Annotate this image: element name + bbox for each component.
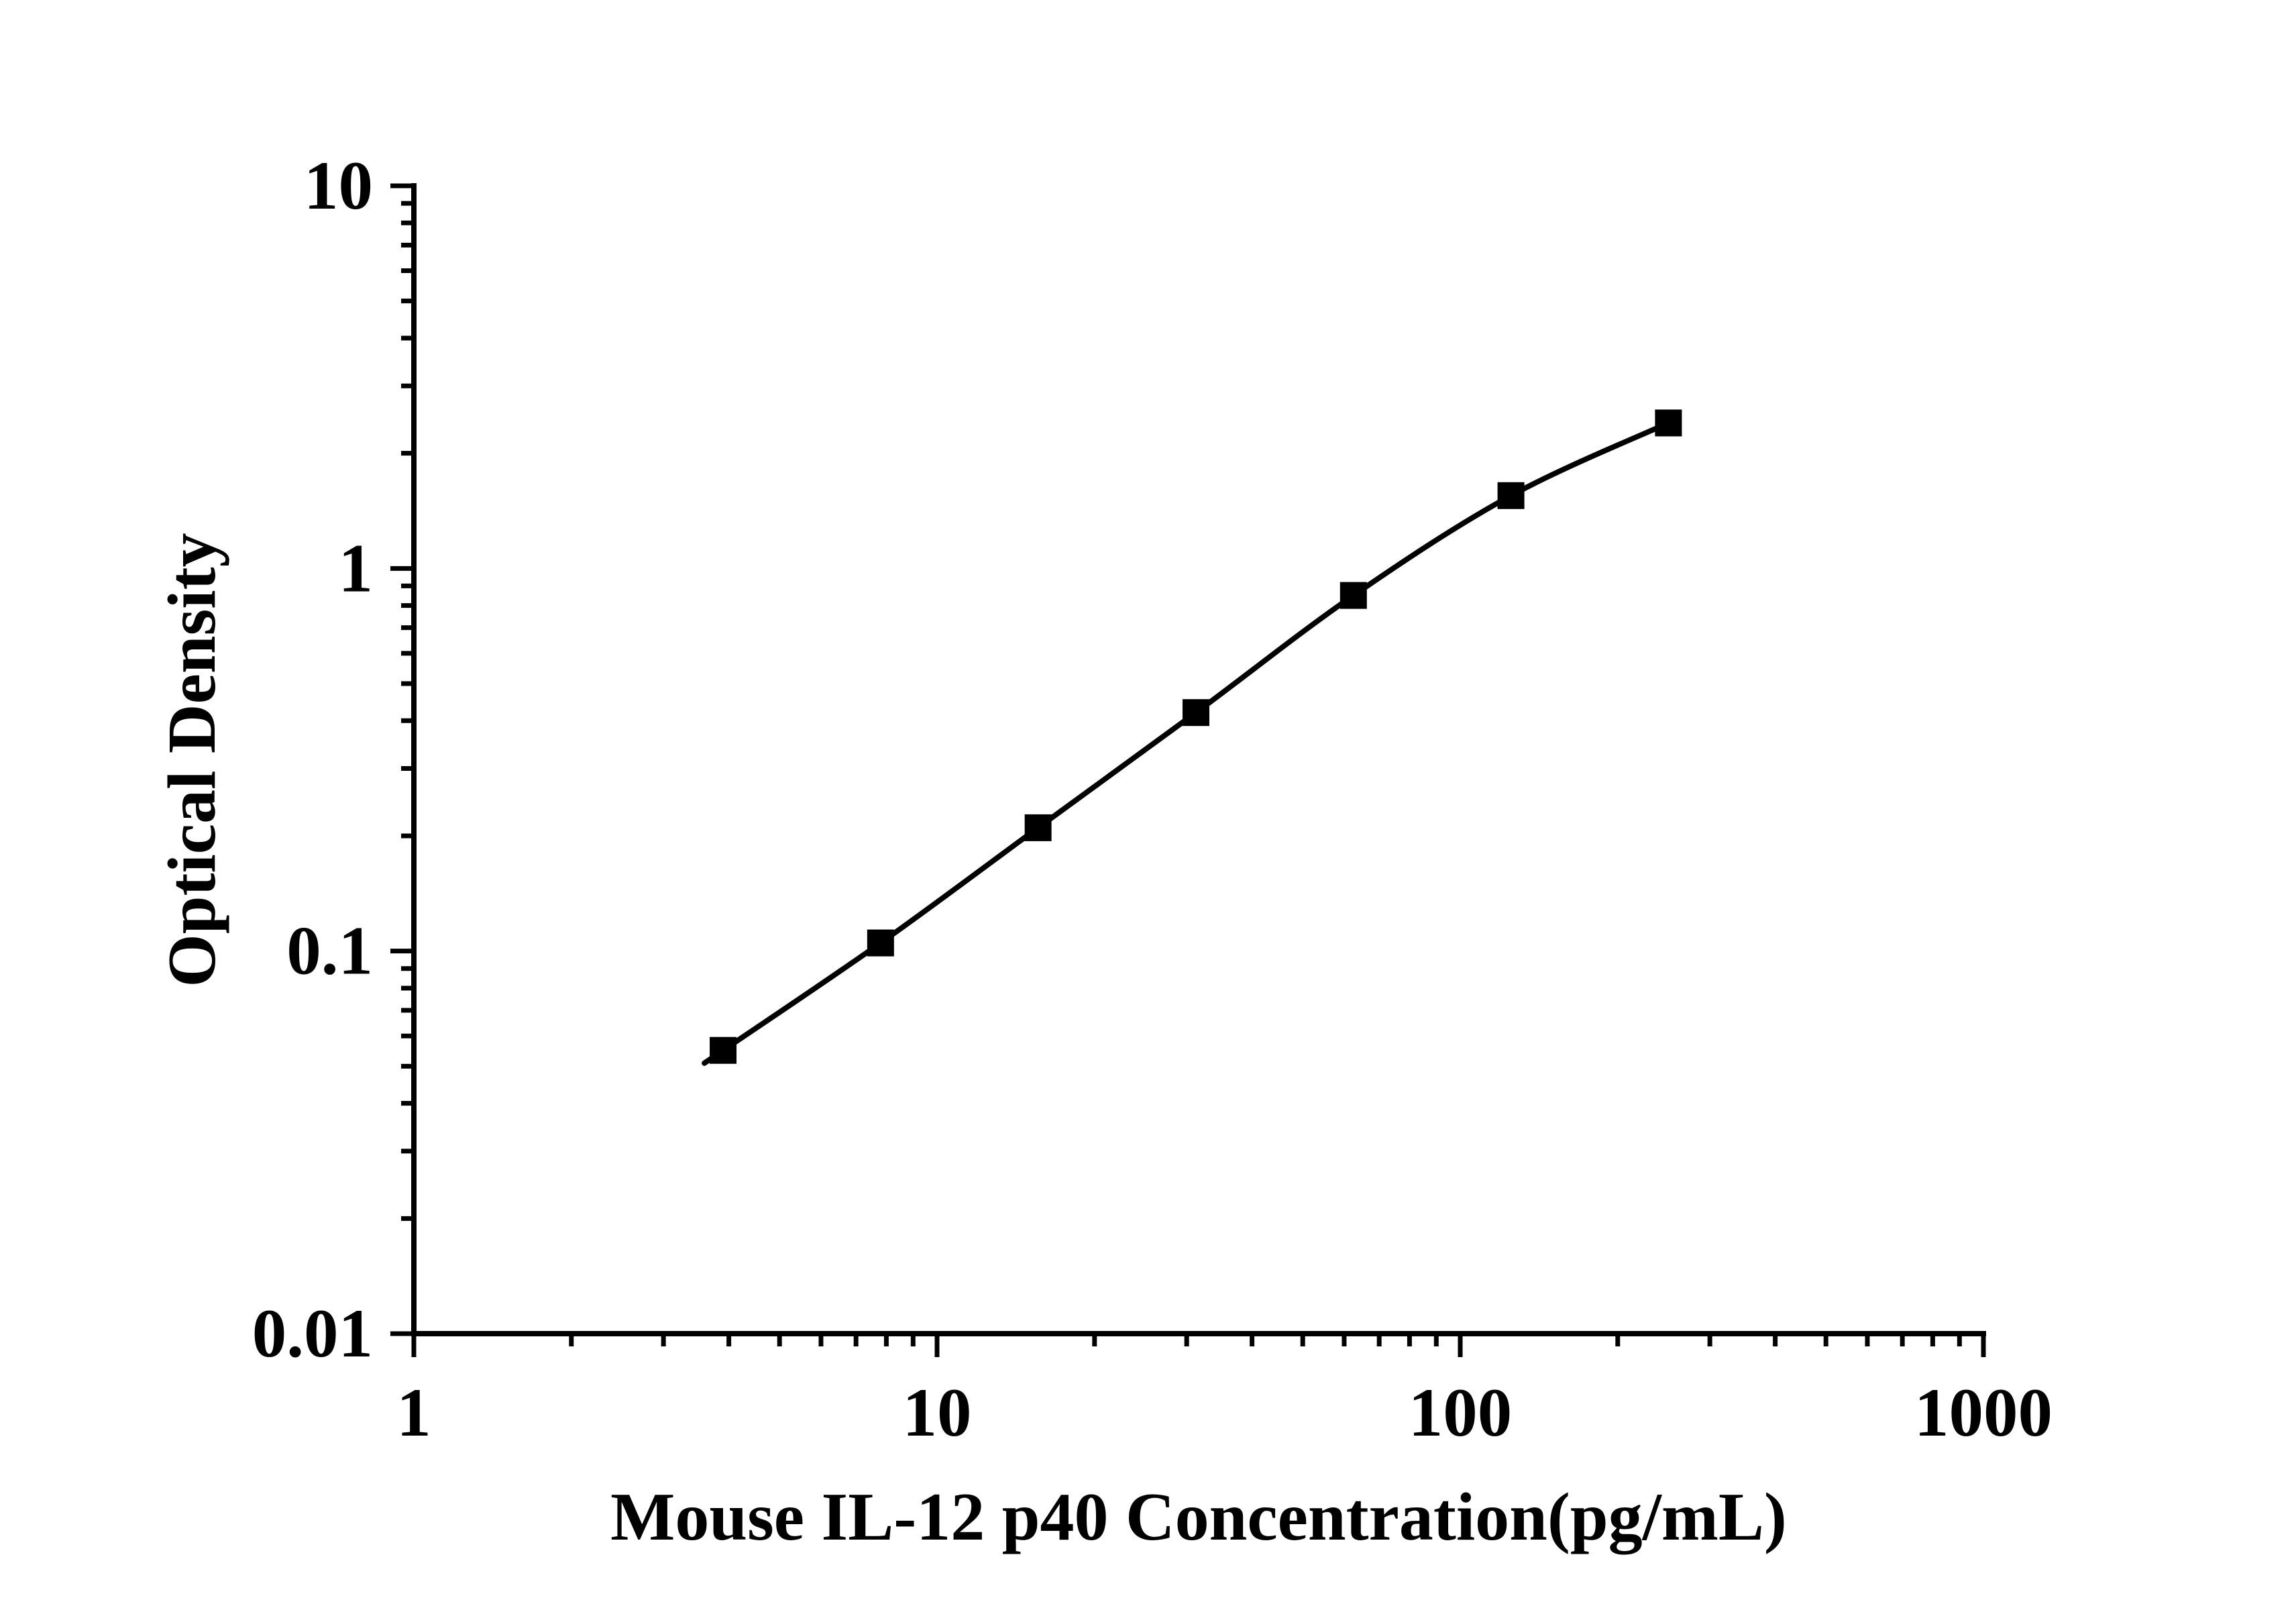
- y-axis-title: Optical Density: [154, 533, 230, 987]
- series-layer: [702, 409, 1682, 1066]
- data-point-marker-3: [1024, 814, 1052, 841]
- x-tick-label-10: 10: [903, 1375, 972, 1451]
- data-point-marker-4: [1182, 699, 1209, 727]
- data-point-marker-2: [867, 929, 894, 957]
- y-tick-label-0.01: 0.01: [252, 1295, 373, 1372]
- data-point-marker-6: [1497, 482, 1525, 509]
- data-point-marker-5: [1340, 582, 1367, 609]
- x-axis-title: Mouse IL-12 p40 Concentration(pg/mL): [610, 1479, 1787, 1555]
- x-tick-label-1: 1: [396, 1375, 431, 1451]
- axes-layer: [411, 183, 1986, 1336]
- curve-path: [702, 420, 1672, 1066]
- data-point-marker-1: [710, 1036, 737, 1064]
- tick-layer: [390, 183, 1986, 1357]
- tick-label-layer: 1 10 100 1000 0.01 0.1 1 10: [252, 148, 2053, 1451]
- y-tick-label-1: 1: [339, 530, 374, 606]
- y-tick-label-0.1: 0.1: [286, 913, 373, 990]
- y-tick-label-10: 10: [304, 148, 373, 224]
- x-tick-label-100: 100: [1409, 1375, 1513, 1451]
- data-point-marker-7: [1655, 409, 1682, 437]
- x-tick-label-1000: 1000: [1914, 1375, 2053, 1451]
